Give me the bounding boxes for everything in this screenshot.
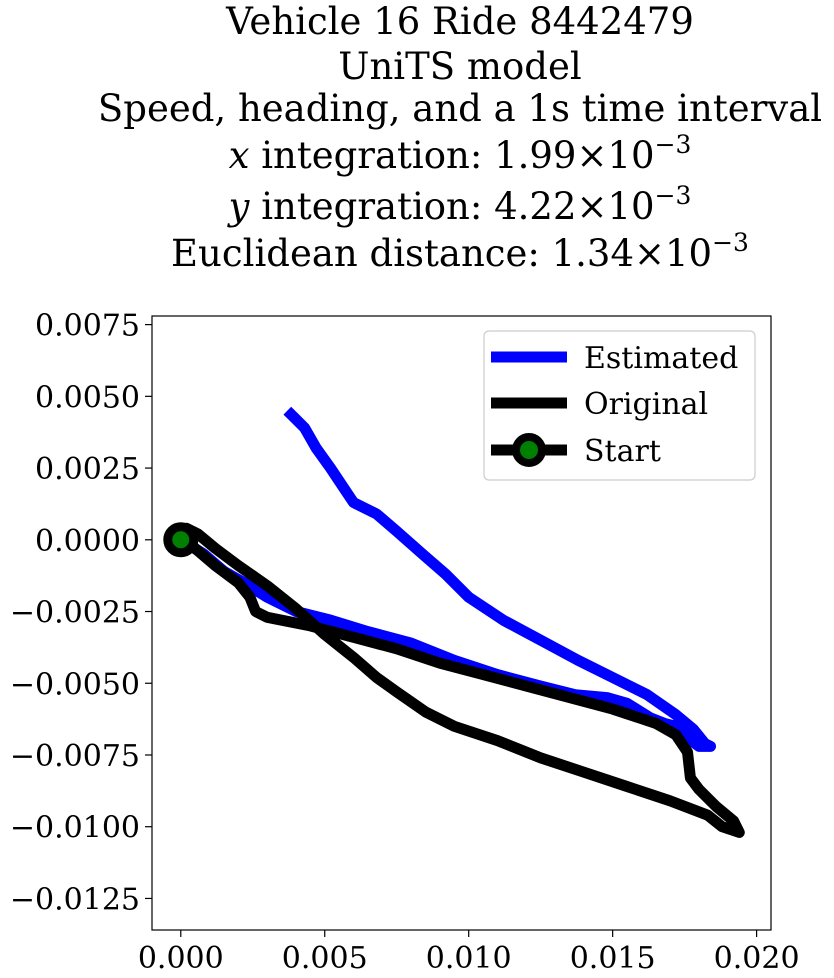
title-line-1: Vehicle 16 Ride 8442479: [225, 0, 694, 43]
y-tick-label: −0.0050: [10, 667, 140, 702]
legend-label-estimated: Estimated: [584, 341, 738, 376]
y-tick-label: −0.0100: [10, 811, 140, 846]
title-line-euclidean-distance: Euclidean distance: 1.34×10−3: [171, 228, 749, 275]
y-tick-label: 0.0075: [35, 309, 140, 344]
title-line-2: UniTS model: [338, 45, 581, 88]
x-tick-label: 0.005: [282, 941, 368, 976]
y-tick-label: −0.0075: [10, 739, 140, 774]
legend: Estimated Original Start: [483, 330, 756, 481]
chart-title: Vehicle 16 Ride 8442479 UniTS model Spee…: [98, 0, 822, 275]
x-tick-label: 0.015: [570, 941, 656, 976]
y-axis: 0.0075 0.0050 0.0025 0.0000 −0.0025 −0.0050 −0…: [10, 309, 152, 917]
y-tick-label: 0.0050: [35, 380, 140, 415]
y-tick-label: −0.0125: [10, 882, 140, 917]
x-tick-label: 0.020: [714, 941, 800, 976]
legend-label-start: Start: [584, 434, 661, 469]
x-tick-label: 0.000: [138, 941, 224, 976]
series-layer: [175, 406, 745, 838]
y-tick-label: 0.0000: [35, 524, 140, 559]
title-line-x-integration: x integration: 1.99×10−3: [229, 130, 692, 177]
legend-box: [483, 330, 756, 481]
legend-label-original: Original: [584, 387, 708, 422]
title-line-y-integration: y integration: 4.22×10−3: [227, 181, 692, 228]
x-axis: 0.000 0.005 0.010 0.015 0.020: [138, 930, 800, 976]
plot-frame: [151, 315, 772, 931]
series-line-estimated: [177, 406, 716, 752]
y-tick-label: −0.0025: [10, 596, 140, 631]
series-line-original: [175, 522, 745, 838]
start-point-marker: [163, 522, 199, 558]
x-tick-label: 0.010: [426, 941, 512, 976]
y-tick-label: 0.0025: [35, 452, 140, 487]
legend-swatch-start-marker: [512, 433, 546, 467]
title-line-3: Speed, heading, and a 1s time interval: [98, 87, 822, 130]
